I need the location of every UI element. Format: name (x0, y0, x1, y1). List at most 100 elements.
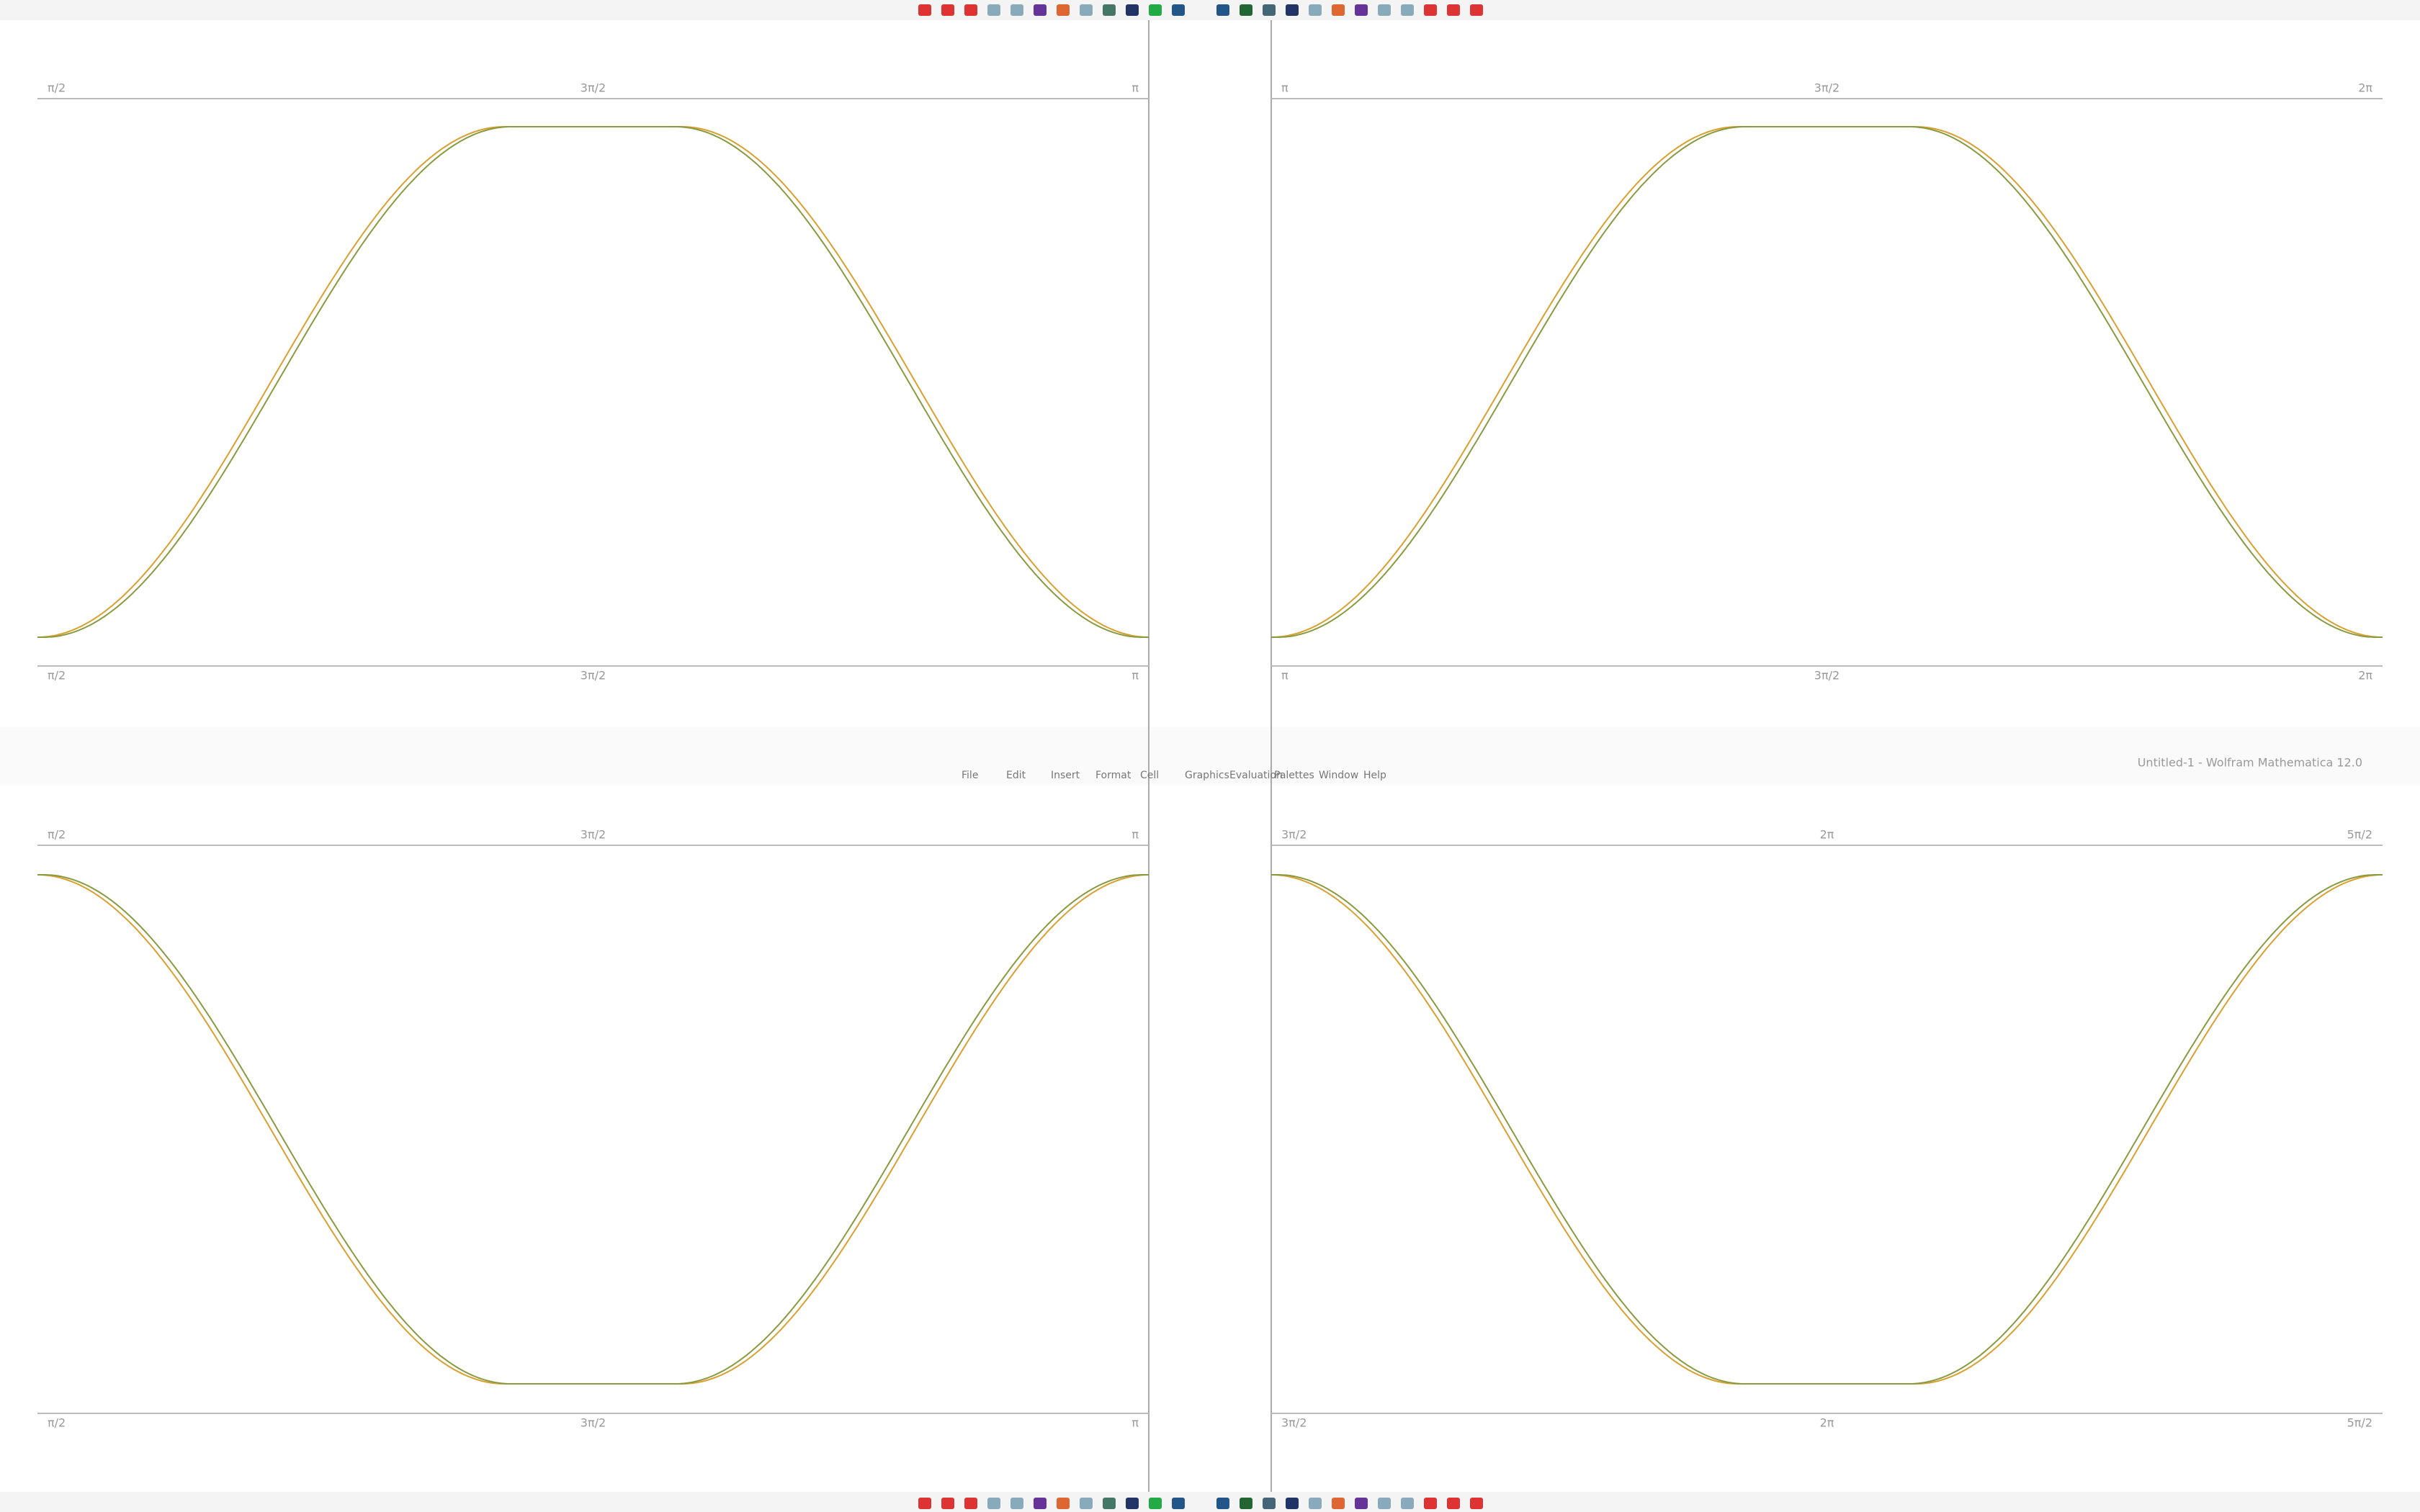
taskbar-icon[interactable] (987, 4, 1000, 16)
tick-label: π/2 (48, 81, 66, 95)
menu-item[interactable]: Help (1363, 770, 1386, 781)
taskbar-icon[interactable] (1470, 4, 1483, 16)
window-title: Untitled-1 - Wolfram Mathematica 12.0 (2138, 756, 2362, 770)
tick-label: 3π/2 (1814, 81, 1839, 95)
tick-label: 3π/2 (1281, 1416, 1307, 1430)
taskbar-icon[interactable] (1216, 4, 1229, 16)
bottom-taskbar (0, 1492, 2420, 1512)
tick-label: π/2 (48, 828, 66, 842)
tick-label: π (1281, 81, 1289, 95)
taskbar-icon[interactable] (1216, 1498, 1229, 1509)
tick-label: π (1131, 828, 1139, 842)
taskbar-icon[interactable] (1034, 1498, 1047, 1509)
taskbar-icon[interactable] (918, 4, 931, 16)
taskbar-icon[interactable] (1263, 1498, 1276, 1509)
taskbar-icon[interactable] (964, 1498, 977, 1509)
taskbar-icon[interactable] (1263, 4, 1276, 16)
taskbar-icon[interactable] (1332, 1498, 1345, 1509)
menu-item[interactable]: Cell (1140, 770, 1159, 781)
menu-item[interactable]: Format (1095, 770, 1131, 781)
taskbar-icon[interactable] (1126, 4, 1139, 16)
tick-label: π/2 (48, 1416, 66, 1430)
menu-item[interactable]: File (962, 770, 978, 781)
taskbar-icon[interactable] (1010, 4, 1023, 16)
curve (1270, 874, 2383, 1385)
tick-label: 3π/2 (581, 81, 606, 95)
taskbar-icon[interactable] (1286, 1498, 1299, 1509)
taskbar-icon[interactable] (1309, 1498, 1322, 1509)
tick-label: 2π (2358, 81, 2372, 95)
tick-label: 3π/2 (1814, 669, 1839, 683)
taskbar-icon[interactable] (1424, 4, 1437, 16)
taskbar-icon[interactable] (1149, 1498, 1162, 1509)
menu-item[interactable]: Graphics (1185, 770, 1229, 781)
taskbar-icon[interactable] (1447, 4, 1460, 16)
taskbar-icon[interactable] (1378, 1498, 1391, 1509)
taskbar-icon[interactable] (1240, 4, 1252, 16)
curve (37, 874, 1149, 1385)
taskbar-icon[interactable] (1057, 4, 1070, 16)
menu-bar: File Edit Insert Format Cell Graphics Evaluati… (962, 770, 1386, 781)
menu-item[interactable]: Palettes (1274, 770, 1314, 781)
taskbar-icon[interactable] (1080, 1498, 1093, 1509)
menu-item[interactable]: Window (1319, 770, 1358, 781)
taskbar-icon[interactable] (1355, 1498, 1368, 1509)
taskbar-icon[interactable] (1057, 1498, 1070, 1509)
taskbar-icon[interactable] (1080, 4, 1093, 16)
tick-label: 2π (2358, 669, 2372, 683)
tick-label: 3π/2 (581, 669, 606, 683)
curve (37, 874, 1150, 1385)
taskbar-icon[interactable] (1378, 4, 1391, 16)
tick-label: 2π (1820, 1416, 1834, 1430)
taskbar-icon[interactable] (941, 1498, 954, 1509)
top-taskbar (0, 0, 2420, 20)
menu-item[interactable]: Evaluation (1229, 770, 1283, 781)
taskbar-icon[interactable] (1286, 4, 1299, 16)
tick-label: 2π (1820, 828, 1834, 842)
menu-item[interactable]: Insert (1051, 770, 1080, 781)
taskbar-icon[interactable] (987, 1498, 1000, 1509)
taskbar-icon[interactable] (1424, 1498, 1437, 1509)
tick-label: 3π/2 (581, 828, 606, 842)
tick-label: π/2 (48, 669, 66, 683)
taskbar-icon[interactable] (1010, 1498, 1023, 1509)
tick-label: π (1131, 81, 1139, 95)
taskbar-icon[interactable] (1103, 4, 1116, 16)
taskbar-icon[interactable] (1401, 1498, 1414, 1509)
curve (37, 126, 1149, 638)
taskbar-icon[interactable] (1172, 4, 1185, 16)
tick-label: π (1131, 669, 1139, 683)
plot-panel: π/2 3π/2 π π/2 3π/2 π (37, 81, 1150, 683)
taskbar-icon[interactable] (1309, 4, 1322, 16)
plot-panel: π/2 3π/2 π π/2 3π/2 π (37, 828, 1150, 1430)
tick-label: 5π/2 (2347, 1416, 2372, 1430)
tick-label: 3π/2 (581, 1416, 606, 1430)
curve (1270, 126, 2383, 638)
tick-label: π (1281, 669, 1289, 683)
curve (1271, 874, 2383, 1385)
taskbar-icon[interactable] (1149, 4, 1162, 16)
taskbar-icon[interactable] (941, 4, 954, 16)
menu-item[interactable]: Edit (1006, 770, 1026, 781)
taskbar-icon[interactable] (1470, 1498, 1483, 1509)
tick-label: 5π/2 (2347, 828, 2372, 842)
taskbar-icon[interactable] (1332, 4, 1345, 16)
curve (1271, 126, 2383, 638)
taskbar-icon[interactable] (964, 4, 977, 16)
taskbar-icon[interactable] (1355, 4, 1368, 16)
curve (37, 126, 1150, 638)
taskbar-icon[interactable] (1240, 1498, 1252, 1509)
plot-panel: 3π/2 2π 5π/2 3π/2 2π 5π/2 (1270, 828, 2383, 1430)
plot-panel: π 3π/2 2π π 3π/2 2π (1270, 81, 2383, 683)
taskbar-icon[interactable] (1172, 1498, 1185, 1509)
tick-label: 3π/2 (1281, 828, 1307, 842)
taskbar-icon[interactable] (1401, 4, 1414, 16)
taskbar-icon[interactable] (918, 1498, 931, 1509)
menu-band (0, 727, 2420, 785)
taskbar-icon[interactable] (1103, 1498, 1116, 1509)
taskbar-icon[interactable] (1447, 1498, 1460, 1509)
taskbar-icon[interactable] (1034, 4, 1047, 16)
taskbar-icon[interactable] (1126, 1498, 1139, 1509)
